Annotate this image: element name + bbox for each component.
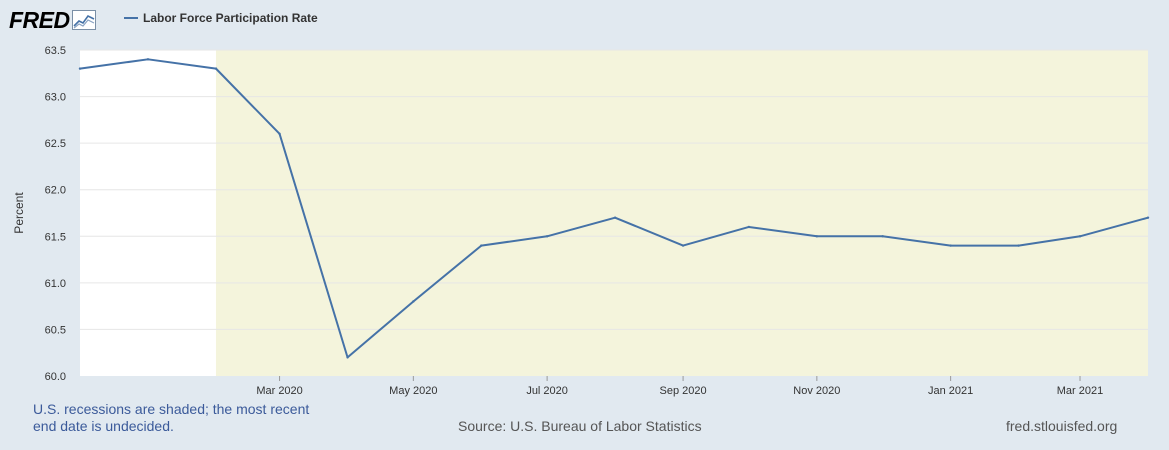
y-tick-label: 60.0 (45, 371, 66, 383)
source-text: Source: U.S. Bureau of Labor Statistics (458, 418, 702, 434)
recession-shade (215, 50, 1148, 376)
series-point (681, 244, 685, 247)
legend-label: Labor Force Participation Rate (143, 11, 318, 25)
footnote-line-2: end date is undecided. (33, 418, 174, 434)
gridlines (80, 49, 1148, 330)
y-tick-label: 61.5 (45, 231, 66, 243)
series-point (1146, 216, 1150, 219)
x-tick-label: Mar 2020 (256, 385, 302, 397)
series-point (1078, 235, 1082, 238)
series-point (480, 244, 483, 247)
x-axis-ticks: Mar 2020 May 2020 Jul 2020 Sep 2020 Nov 2020… (256, 376, 1103, 397)
series-point (545, 235, 549, 238)
x-tick-label: Jul 2020 (526, 385, 568, 397)
x-tick-label: Sep 2020 (660, 385, 707, 397)
y-tick-label: 62.0 (45, 185, 66, 197)
legend-swatch (124, 17, 138, 19)
y-axis-ticks: 60.0 60.5 61.0 61.5 62.0 62.5 63.0 63.5 (45, 45, 66, 383)
legend: Labor Force Participation Rate (124, 11, 318, 25)
fred-logo[interactable]: FRED (9, 7, 96, 33)
y-tick-label: 61.0 (45, 278, 66, 290)
footnote-line-1: U.S. recessions are shaded; the most rec… (33, 401, 310, 417)
series-point (881, 235, 884, 238)
site-link[interactable]: fred.stlouisfed.org (1006, 418, 1118, 434)
series-point (1017, 244, 1020, 247)
series-point (146, 58, 150, 61)
series-point (949, 244, 952, 247)
series-point (214, 67, 218, 70)
fred-logo-text: FRED (9, 7, 70, 33)
y-tick-label: 60.5 (45, 324, 66, 336)
series-layer (78, 58, 1150, 359)
recession-footnote: U.S. recessions are shaded; the most rec… (33, 401, 333, 435)
y-tick-label: 63.5 (45, 45, 66, 57)
series-point (278, 132, 281, 136)
series-point (613, 216, 617, 219)
x-tick-label: Nov 2020 (793, 385, 840, 397)
x-tick-label: Mar 2021 (1057, 385, 1103, 397)
series-point (346, 356, 349, 359)
chart-line-icon (71, 10, 96, 30)
y-tick-label: 62.5 (45, 138, 66, 150)
series-point (815, 235, 819, 238)
y-tick-label: 63.0 (45, 92, 66, 104)
y-axis-title: Percent (12, 192, 26, 234)
series-point (412, 300, 415, 303)
series-point (747, 225, 751, 229)
x-tick-label: May 2020 (389, 385, 437, 397)
series-point (78, 67, 82, 70)
x-tick-label: Jan 2021 (928, 385, 973, 397)
